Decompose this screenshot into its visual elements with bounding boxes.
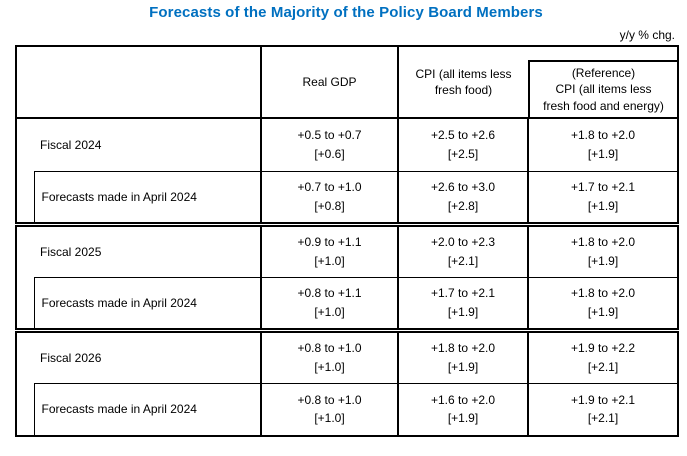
cell-fiscal2024-gdp: +0.5 to +0.7 [+0.6] [260,118,398,172]
row-label-fiscal-2026: Fiscal 2026 [34,327,261,384]
cell-april-fy2025-gdp: +0.8 to +1.1 [+1.0] [260,277,398,330]
page-title: Forecasts of the Majority of the Policy … [149,4,543,21]
value-range: +0.8 to +1.0 [297,340,362,355]
value-median: [+2.1] [447,253,479,268]
cell-fiscal2026-gdp: +0.8 to +1.0 [+1.0] [260,327,398,384]
cell-april-fy2026-ref: +1.9 to +2.1 [+2.1] [527,383,678,436]
value-range: +2.0 to +2.3 [430,234,496,249]
cell-fiscal2025-gdp: +0.9 to +1.1 [+1.0] [260,221,398,278]
value-median: [+1.9] [447,304,479,319]
row-label-fiscal-2024: Fiscal 2024 [34,118,261,172]
value-median: [+1.9] [587,146,619,161]
indent-strip [16,118,34,225]
value-range: +1.8 to +2.0 [570,234,636,249]
value-median: [+1.9] [587,198,619,213]
cell-fiscal2024-cpi: +2.5 to +2.6 [+2.5] [397,118,528,172]
indent-strip [16,327,34,437]
header-row: Real GDP CPI (all items less fresh food)… [16,46,678,119]
forecast-table: Real GDP CPI (all items less fresh food)… [15,45,679,437]
cell-fiscal2026-ref: +1.9 to +2.2 [+2.1] [527,327,678,384]
row-label-fiscal-2025: Fiscal 2025 [34,221,261,278]
table-row-april-2024-fy2025: Forecasts made in April 2024 +0.8 to +1.… [16,277,678,330]
value-median: [+2.1] [587,359,619,374]
cell-april-fy2024-ref: +1.7 to +2.1 [+1.9] [527,171,678,224]
value-range: +1.7 to +2.1 [430,285,496,300]
row-label-april-fy2025: Forecasts made in April 2024 [33,277,261,330]
header-reference-cell: (Reference) CPI (all items less fresh fo… [528,46,678,119]
cell-april-fy2026-gdp: +0.8 to +1.0 [+1.0] [260,383,398,436]
cell-fiscal2025-ref: +1.8 to +2.0 [+1.9] [527,221,678,278]
value-median: [+2.5] [447,146,479,161]
value-range: +1.9 to +2.1 [570,392,636,407]
value-median: [+1.0] [314,359,345,374]
cell-april-fy2024-gdp: +0.7 to +1.0 [+0.8] [260,171,398,224]
cell-april-fy2025-cpi: +1.7 to +2.1 [+1.9] [397,277,528,330]
value-range: +0.9 to +1.1 [297,234,362,249]
cell-april-fy2026-cpi: +1.6 to +2.0 [+1.9] [397,383,528,436]
row-label-april-fy2026: Forecasts made in April 2024 [33,383,261,436]
value-range: +0.5 to +0.7 [297,128,362,143]
cell-fiscal2024-ref: +1.8 to +2.0 [+1.9] [527,118,678,172]
unit-label: y/y % chg. [619,28,675,42]
table-row-fiscal-2026: Fiscal 2026 +0.8 to +1.0 [+1.0] +1.8 to … [16,327,678,437]
value-median: [+1.0] [314,253,345,268]
value-median: [+1.9] [447,359,479,374]
header-cpi: CPI (all items less fresh food) [397,46,528,119]
cell-april-fy2024-cpi: +2.6 to +3.0 [+2.8] [397,171,528,224]
row-label-april-fy2024: Forecasts made in April 2024 [33,171,261,224]
value-median: [+1.9] [587,253,619,268]
table-row-fiscal-2024: Fiscal 2024 +0.5 to +0.7 [+0.6] +2.5 to … [16,118,678,225]
table-row-april-2024-fy2024: Forecasts made in April 2024 +0.7 to +1.… [16,171,678,224]
table-container: y/y % chg. Real GDP CPI (all items less … [15,28,679,437]
value-range: +1.6 to +2.0 [430,392,496,407]
header-reference-box: (Reference) CPI (all items less fresh fo… [528,60,677,116]
value-range: +0.8 to +1.1 [297,285,362,300]
header-corner-cell [16,46,261,119]
value-median: [+1.9] [587,304,619,319]
value-median: [+0.6] [314,146,345,161]
value-median: [+1.0] [314,304,345,319]
value-range: +1.7 to +2.1 [570,179,636,194]
header-real-gdp: Real GDP [260,46,398,119]
value-median: [+1.9] [447,411,479,426]
indent-strip [16,221,34,331]
cell-fiscal2026-cpi: +1.8 to +2.0 [+1.9] [397,327,528,384]
value-median: [+2.1] [587,411,619,426]
table-row-fiscal-2025: Fiscal 2025 +0.9 to +1.1 [+1.0] +2.0 to … [16,221,678,331]
value-median: [+2.8] [447,198,479,213]
value-range: +2.5 to +2.6 [430,128,496,143]
value-range: +1.8 to +2.0 [570,128,636,143]
value-median: [+0.8] [314,198,345,213]
value-range: +1.8 to +2.0 [430,340,496,355]
value-range: +1.9 to +2.2 [570,340,636,355]
value-range: +2.6 to +3.0 [430,179,496,194]
value-range: +1.8 to +2.0 [570,285,636,300]
value-median: [+1.0] [314,411,345,426]
value-range: +0.8 to +1.0 [297,392,362,407]
cell-april-fy2025-ref: +1.8 to +2.0 [+1.9] [527,277,678,330]
table-row-april-2024-fy2026: Forecasts made in April 2024 +0.8 to +1.… [16,383,678,436]
value-range: +0.7 to +1.0 [297,179,362,194]
cell-fiscal2025-cpi: +2.0 to +2.3 [+2.1] [397,221,528,278]
